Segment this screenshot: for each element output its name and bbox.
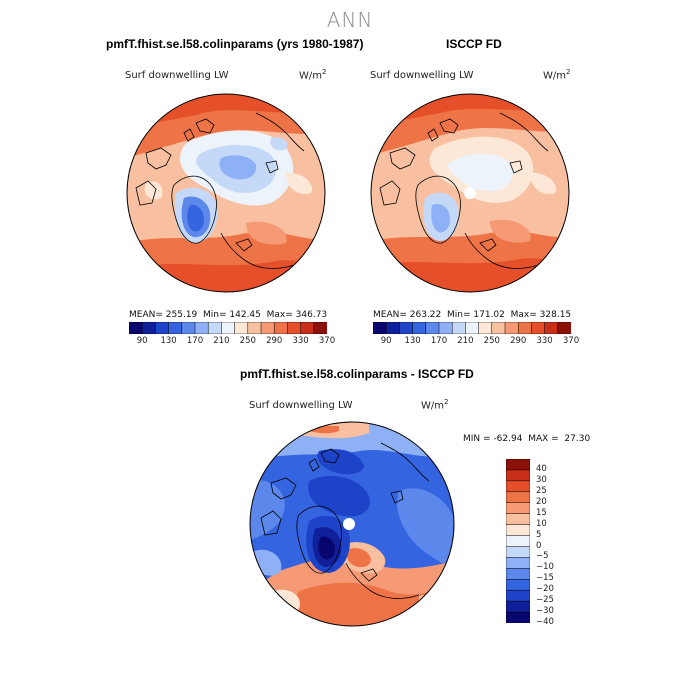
colorbar-tick-label: 90 [380, 336, 392, 346]
colorbar-tick-label: 5 [536, 529, 542, 540]
colorbar-swatch [544, 322, 559, 334]
colorbar-swatch [465, 322, 480, 334]
model-stats: MEAN= 255.19 Min= 142.45 Max= 346.73 [129, 310, 328, 320]
colorbar-swatch [491, 322, 506, 334]
colorbar-tick-label: 130 [404, 336, 421, 346]
diff-colorbar [506, 459, 530, 623]
model-variable-label: Surf downwelling LW [125, 70, 229, 81]
diff-stats: MIN = -62.94 MAX = 27.30 [463, 434, 591, 444]
model-colorbar-ticks: 90 130 170 210 250 290 330 370 [129, 336, 335, 348]
colorbar-swatch [517, 322, 532, 334]
colorbar-swatch [247, 322, 262, 334]
colorbar-tick-label: 330 [292, 336, 309, 346]
colorbar-swatch [506, 600, 530, 613]
colorbar-swatch [506, 513, 530, 526]
colorbar-swatch [557, 322, 571, 334]
colorbar-swatch [207, 322, 222, 334]
colorbar-tick-label: 290 [266, 336, 283, 346]
colorbar-swatch [412, 322, 427, 334]
diff-polar-map [249, 421, 455, 627]
colorbar-swatch [506, 611, 530, 623]
colorbar-swatch [506, 480, 530, 493]
obs-polar-map [370, 93, 570, 293]
colorbar-tick-label: −5 [536, 551, 549, 562]
colorbar-swatch [506, 568, 530, 580]
colorbar-tick-label: 20 [536, 496, 547, 507]
model-colorbar [129, 322, 327, 334]
colorbar-tick-label: 10 [536, 518, 547, 529]
obs-colorbar [373, 322, 571, 334]
colorbar-swatch [451, 322, 466, 334]
colorbar-swatch [313, 322, 327, 334]
colorbar-swatch [506, 459, 530, 471]
colorbar-swatch [506, 557, 530, 569]
colorbar-tick-label: 210 [457, 336, 474, 346]
colorbar-tick-label: 90 [136, 336, 148, 346]
colorbar-tick-label: 210 [213, 336, 230, 346]
colorbar-swatch [385, 322, 400, 334]
obs-units-label: W/m2 [543, 68, 571, 82]
colorbar-swatch [504, 322, 519, 334]
colorbar-tick-label: −15 [536, 573, 554, 584]
colorbar-swatch [221, 322, 236, 334]
figure-title: ANN [326, 8, 374, 32]
colorbar-swatch [300, 322, 315, 334]
colorbar-tick-label: 40 [536, 463, 547, 474]
diff-colorbar-ticks: 40 30 25 20 15 10 5 0 −5 −10 −15 −20 −25 −30 −40 [536, 459, 576, 627]
obs-colorbar-ticks: 90 130 170 210 250 290 330 370 [373, 336, 579, 348]
colorbar-swatch [155, 322, 170, 334]
colorbar-tick-label: 370 [562, 336, 580, 346]
colorbar-tick-label: −25 [536, 595, 554, 606]
colorbar-swatch [506, 502, 530, 515]
colorbar-swatch [141, 322, 156, 334]
colorbar-swatch [438, 322, 453, 334]
colorbar-tick-label: 30 [536, 474, 547, 485]
colorbar-tick-label: −30 [536, 606, 554, 617]
colorbar-swatch [181, 322, 196, 334]
colorbar-tick-label: −40 [536, 617, 554, 627]
colorbar-swatch [129, 322, 143, 334]
colorbar-swatch [168, 322, 183, 334]
colorbar-swatch [506, 535, 530, 548]
colorbar-tick-label: −20 [536, 584, 554, 595]
colorbar-swatch [194, 322, 209, 334]
colorbar-tick-label: 290 [510, 336, 527, 346]
colorbar-swatch [287, 322, 302, 334]
obs-panel-title: ISCCP FD [446, 37, 502, 51]
colorbar-swatch [425, 322, 440, 334]
colorbar-swatch [478, 322, 493, 334]
model-units-label: W/m2 [299, 68, 327, 82]
colorbar-tick-label: −10 [536, 562, 554, 573]
colorbar-tick-label: 370 [318, 336, 336, 346]
colorbar-swatch [234, 322, 249, 334]
colorbar-swatch [260, 322, 275, 334]
colorbar-swatch [273, 322, 288, 334]
diff-units-label: W/m2 [421, 398, 449, 412]
colorbar-swatch [506, 469, 530, 482]
colorbar-swatch [399, 322, 414, 334]
colorbar-swatch [506, 524, 530, 537]
model-panel-title: pmfT.fhist.se.l58.colinparams (yrs 1980-… [106, 37, 364, 51]
colorbar-swatch [506, 589, 530, 602]
colorbar-swatch [506, 579, 530, 591]
obs-variable-label: Surf downwelling LW [370, 70, 474, 81]
colorbar-swatch [373, 322, 387, 334]
colorbar-tick-label: 130 [160, 336, 177, 346]
colorbar-tick-label: 330 [536, 336, 553, 346]
obs-stats: MEAN= 263.22 Min= 171.02 Max= 328.15 [373, 310, 572, 320]
colorbar-tick-label: 0 [536, 540, 542, 551]
diff-variable-label: Surf downwelling LW [249, 400, 353, 411]
colorbar-swatch [506, 546, 530, 558]
colorbar-swatch [506, 491, 530, 504]
colorbar-tick-label: 250 [239, 336, 256, 346]
colorbar-tick-label: 250 [483, 336, 500, 346]
colorbar-tick-label: 15 [536, 507, 547, 518]
colorbar-tick-label: 170 [186, 336, 204, 346]
colorbar-tick-label: 25 [536, 485, 547, 496]
diff-panel-title: pmfT.fhist.se.l58.colinparams - ISCCP FD [240, 367, 474, 381]
colorbar-tick-label: 170 [430, 336, 448, 346]
model-polar-map [126, 93, 326, 293]
colorbar-swatch [531, 322, 546, 334]
